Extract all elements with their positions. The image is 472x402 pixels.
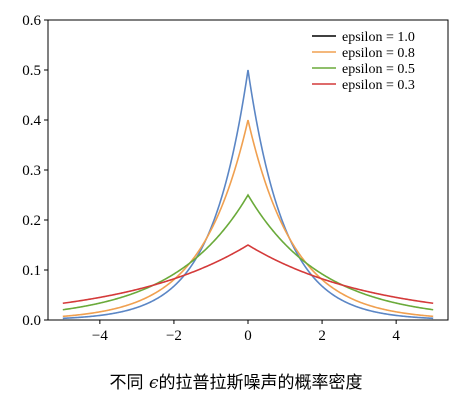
legend-label-0: epsilon = 1.0 xyxy=(342,30,415,45)
series-line-3 xyxy=(62,244,434,305)
y-tick-label: 0.4 xyxy=(22,113,41,129)
y-tick-label: 0.5 xyxy=(22,63,41,79)
x-tick-label: 4 xyxy=(392,328,400,344)
plot-lines xyxy=(62,69,434,320)
x-tick-label: −4 xyxy=(92,328,108,344)
y-tick-label: 0.1 xyxy=(22,263,41,279)
caption-prefix: 不同 xyxy=(109,373,144,393)
axis-ticks: −4 −2 0 2 4 0.0 0.1 0.2 0.3 0.4 0.5 0.6 xyxy=(22,13,400,344)
y-tick-label: 0.3 xyxy=(22,163,41,179)
figure-caption: 不同 ϵ的拉普拉斯噪声的概率密度 xyxy=(0,368,472,393)
legend-label-2: epsilon = 0.5 xyxy=(342,62,415,77)
series-line-2 xyxy=(62,193,434,311)
y-tick-label: 0.6 xyxy=(22,13,41,29)
legend-label-3: epsilon = 0.3 xyxy=(342,78,415,93)
series-line-0 xyxy=(62,69,434,320)
legend-label-1: epsilon = 0.8 xyxy=(342,46,415,61)
series-line-1 xyxy=(62,119,434,318)
x-tick-label: −2 xyxy=(166,328,182,344)
chart: −4 −2 0 2 4 0.0 0.1 0.2 0.3 0.4 0.5 0.6 epsilon = 1… xyxy=(22,13,449,344)
caption-suffix: 的拉普拉斯噪声的概率密度 xyxy=(158,373,363,393)
x-tick-label: 0 xyxy=(244,328,252,344)
y-tick-label: 0.0 xyxy=(22,313,41,329)
y-tick-label: 0.2 xyxy=(22,213,41,229)
caption-epsilon-symbol: ϵ xyxy=(148,373,159,393)
x-tick-label: 2 xyxy=(318,328,326,344)
